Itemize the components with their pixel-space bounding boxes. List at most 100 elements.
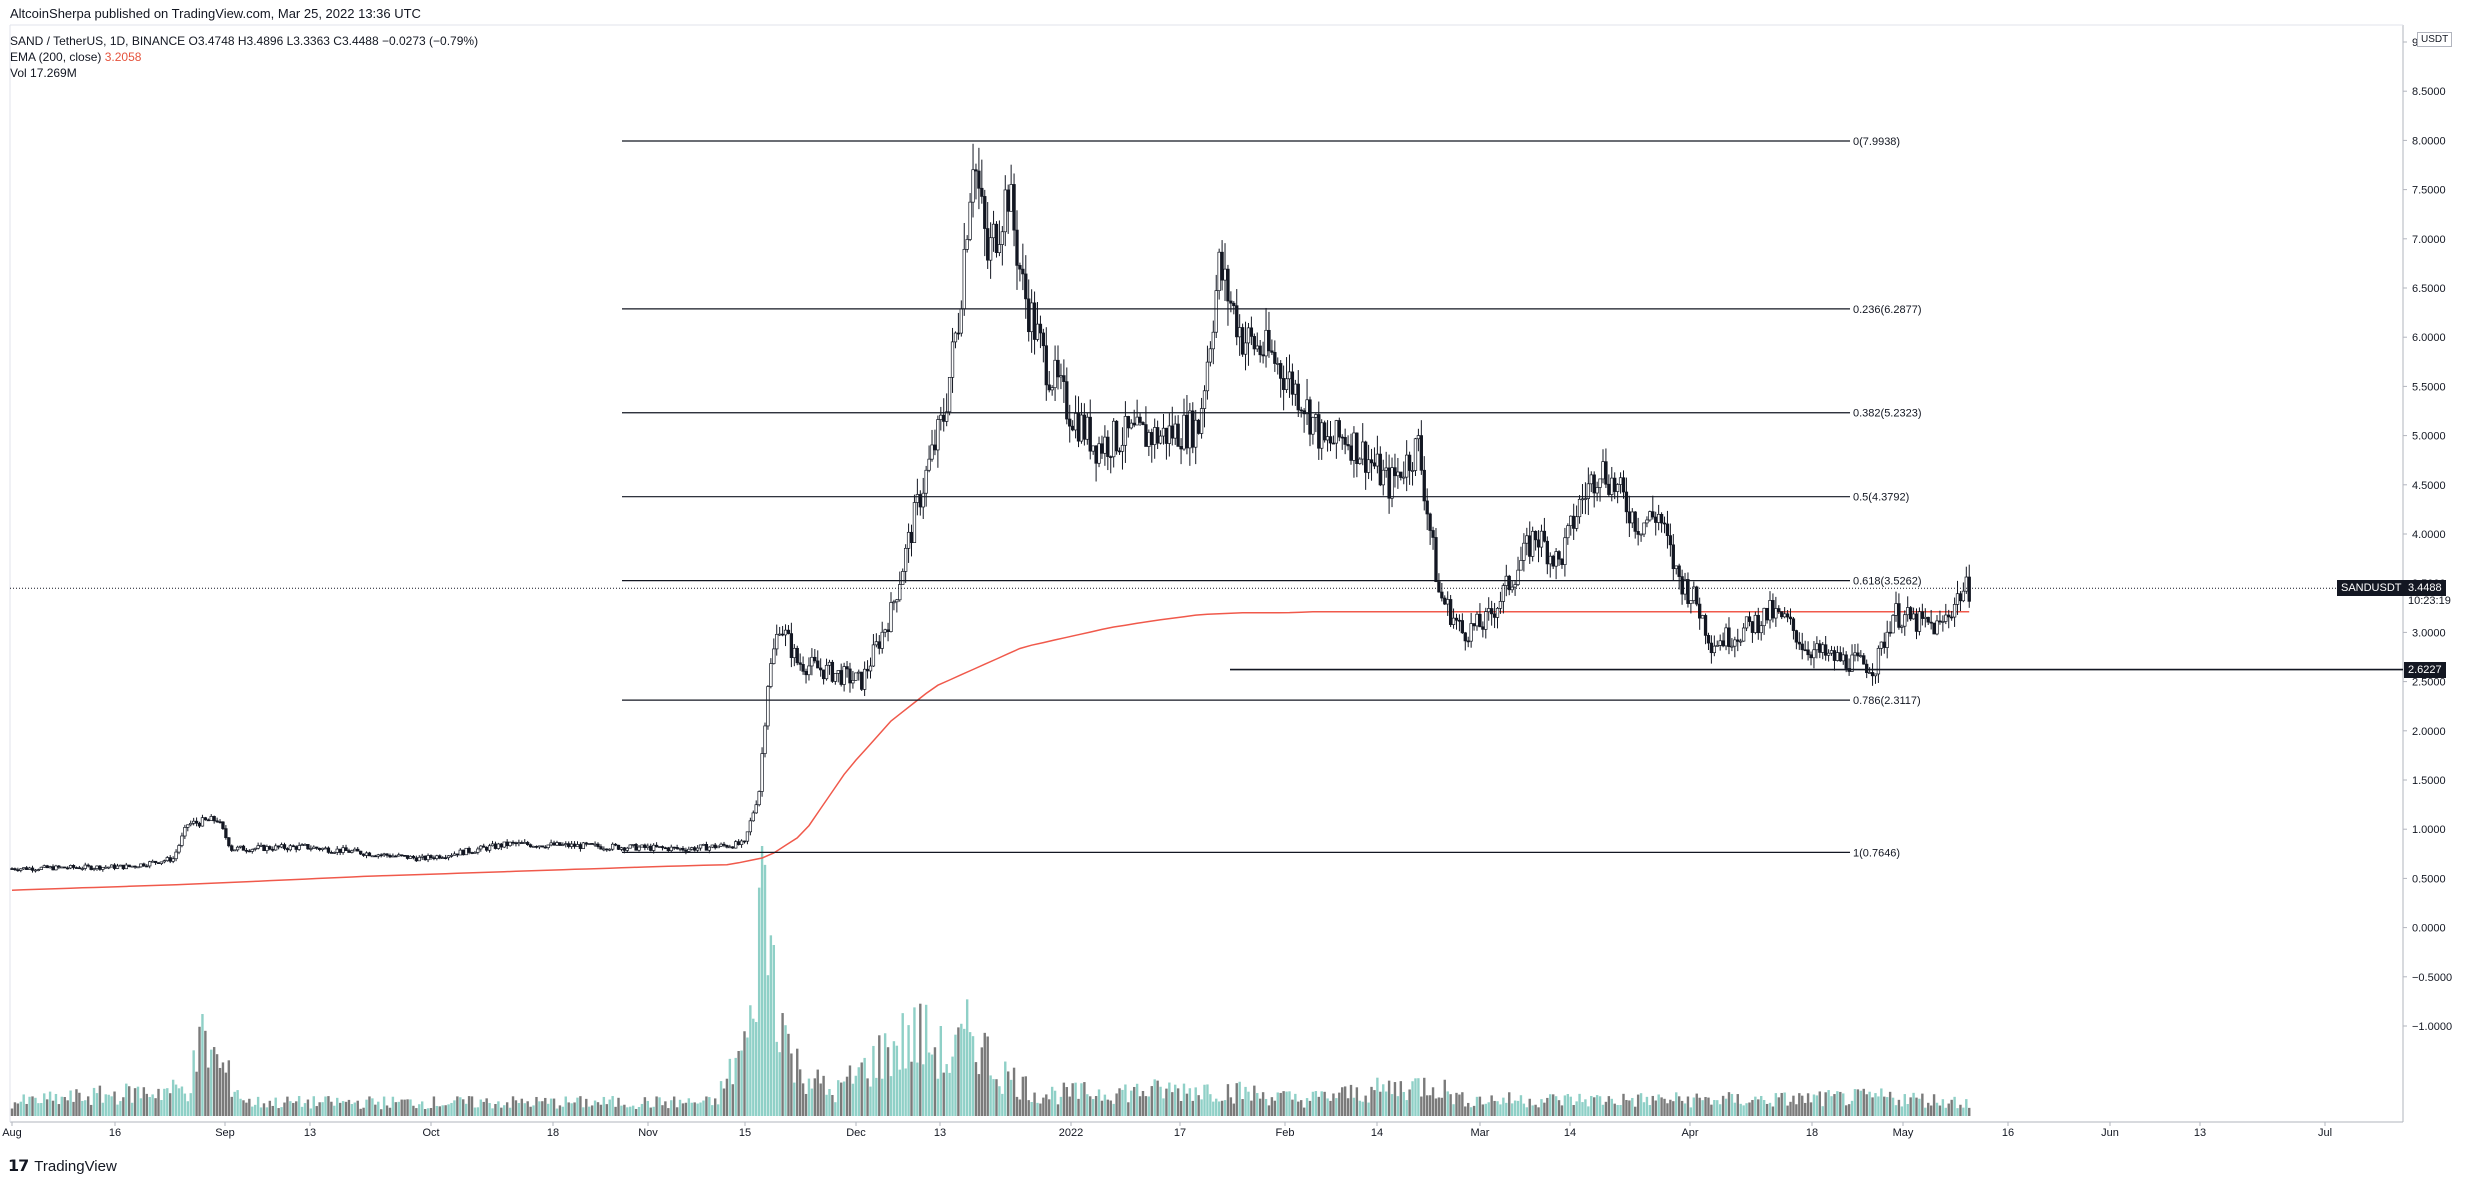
candle-body (367, 852, 372, 857)
candle-body (1950, 616, 1954, 619)
candle-body (1829, 650, 1834, 654)
candle-body (476, 848, 480, 853)
candle-body (194, 820, 199, 824)
candle-body (1826, 652, 1831, 656)
volume-bar (34, 1097, 37, 1116)
candle-body (341, 847, 345, 853)
candle-body (558, 842, 562, 846)
volume-bar (1575, 1101, 1578, 1116)
candle-body (479, 845, 483, 850)
volume-bar (116, 1104, 119, 1116)
volume-bar (945, 1064, 948, 1116)
candle-body (1648, 511, 1652, 521)
tradingview-logo[interactable]: 𝟭𝟳 TradingView (8, 1156, 117, 1176)
volume-bar (321, 1102, 324, 1116)
volume-bar (1150, 1086, 1153, 1116)
volume-bar (1083, 1082, 1086, 1116)
volume-bar (1329, 1100, 1332, 1116)
volume-bar (201, 1014, 204, 1116)
candle-body (1610, 477, 1614, 495)
candle-body (734, 841, 738, 849)
candle-body (1475, 613, 1479, 627)
volume-legend[interactable]: Vol 17.269M (10, 65, 478, 81)
candle-body (1885, 631, 1889, 648)
candle-body (1396, 471, 1400, 477)
volume-bar (986, 1036, 989, 1116)
volume-bar (535, 1096, 538, 1116)
symbol-ohlc-line[interactable]: SAND / TetherUS, 1D, BINANCE O3.4748 H3.… (10, 34, 479, 48)
volume-bar (1654, 1100, 1657, 1116)
candle-body (438, 855, 442, 859)
candle-body (546, 844, 550, 848)
candle-body (1027, 298, 1031, 333)
volume-bar (98, 1085, 102, 1116)
volume-bar (133, 1088, 137, 1116)
ema-legend[interactable]: EMA (200, close) 3.2058 (10, 49, 478, 65)
candle-body (1308, 399, 1312, 435)
volume-bar (163, 1088, 166, 1116)
volume-bar (801, 1083, 805, 1116)
volume-bar (1724, 1098, 1728, 1116)
volume-bar (1557, 1100, 1561, 1116)
time-axis: Aug 16 Sep 13 Oct 18 Nov 15 Dec 13 2022 17 Feb 14 Mar 1… (2, 1122, 2332, 1139)
volume-bar (37, 1103, 40, 1116)
candle-body (531, 845, 536, 848)
candle-body (376, 854, 380, 857)
candle-body (405, 855, 410, 859)
candle-body (174, 851, 178, 860)
volume-bar (1346, 1098, 1350, 1116)
volume-bar (1458, 1094, 1461, 1116)
volume-bar (1414, 1078, 1417, 1116)
price-tick-label: 6.5000 (2412, 283, 2446, 295)
candle-body (1765, 607, 1769, 621)
volume-bar (1089, 1096, 1092, 1116)
candle-body (1050, 387, 1054, 391)
volume-bar (517, 1102, 521, 1116)
candle-body (1114, 420, 1119, 452)
candle-body (1824, 644, 1828, 656)
volume-bar (866, 1078, 869, 1116)
candle-body (221, 821, 225, 829)
price-tick-label: 3.0000 (2412, 627, 2446, 639)
volume-bar (1730, 1093, 1734, 1116)
candle-body (1170, 425, 1174, 439)
candle-body (1961, 590, 1966, 602)
volume-bar (453, 1100, 456, 1116)
volume-bar (1094, 1096, 1098, 1116)
volume-bar (1291, 1099, 1294, 1116)
candle-body (1531, 530, 1535, 557)
volume-bar (1200, 1099, 1203, 1116)
candle-body (631, 844, 635, 846)
volume-bar (1680, 1100, 1684, 1116)
volume-bar (1812, 1094, 1816, 1116)
candle-body (854, 672, 858, 681)
candle-body (1739, 640, 1743, 643)
volume-bar (1009, 1079, 1013, 1116)
volume-bar (816, 1069, 819, 1116)
volume-bar (482, 1101, 485, 1116)
price-tick-label: 5.0000 (2412, 431, 2446, 443)
volume-bar (122, 1097, 125, 1116)
candle-body (772, 648, 776, 664)
candle-body (1264, 329, 1268, 357)
candle-body (587, 843, 591, 845)
candle-body (16, 869, 20, 872)
candle-body (564, 843, 568, 845)
candle-body (1328, 436, 1333, 444)
candle-body (1276, 363, 1280, 365)
currency-label[interactable]: USDT (2417, 32, 2453, 47)
candle-body (285, 848, 290, 851)
volume-bar (1751, 1099, 1754, 1116)
candle-body (1574, 516, 1579, 529)
volume-bar (57, 1104, 61, 1116)
volume-bar (1326, 1098, 1329, 1116)
candle-body (109, 864, 114, 868)
candle-body (426, 855, 430, 861)
candle-body (1290, 371, 1295, 395)
candle-body (1785, 613, 1790, 618)
candle-body (1900, 625, 1904, 628)
candle-body (54, 865, 58, 871)
candle-body (1800, 643, 1804, 651)
volume-bar (1909, 1097, 1912, 1116)
